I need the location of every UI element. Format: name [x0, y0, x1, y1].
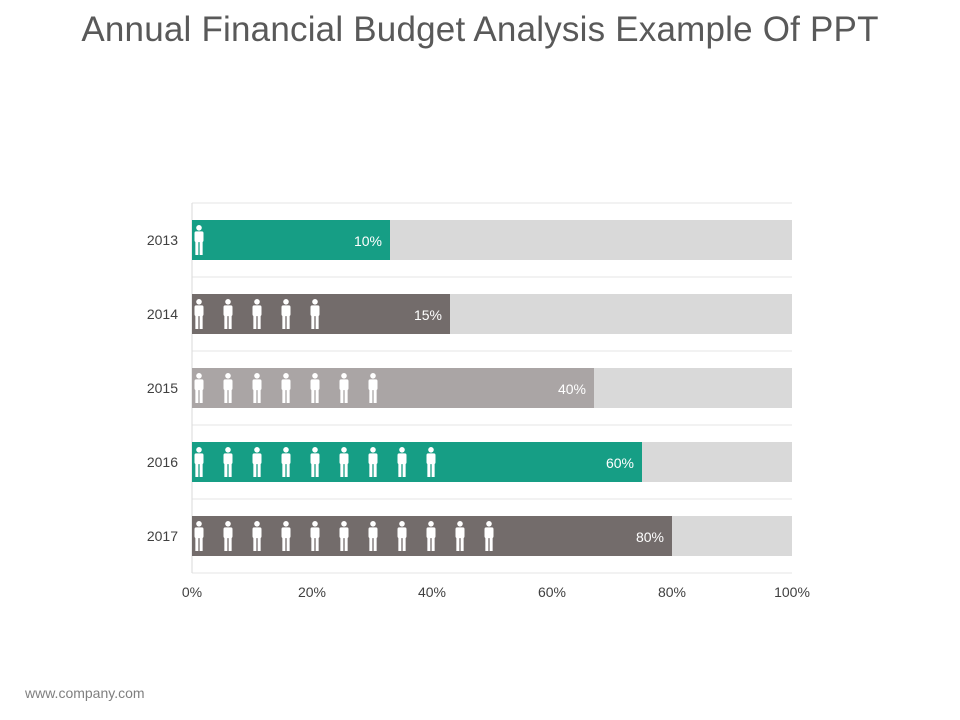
data-label: 80% — [636, 529, 664, 545]
y-tick-label: 2013 — [147, 232, 178, 248]
person-icon — [194, 373, 204, 403]
person-icon — [310, 447, 320, 477]
person-icon — [281, 447, 291, 477]
person-icon — [223, 299, 233, 329]
person-icon — [223, 373, 233, 403]
y-tick-label: 2014 — [147, 306, 178, 322]
person-icon — [426, 447, 436, 477]
data-label: 10% — [354, 233, 382, 249]
person-icon — [194, 521, 204, 551]
x-tick-label: 0% — [182, 584, 202, 600]
person-icon — [455, 521, 465, 551]
x-tick-label: 80% — [658, 584, 686, 600]
x-tick-label: 40% — [418, 584, 446, 600]
x-tick-label: 100% — [774, 584, 810, 600]
data-label: 60% — [606, 455, 634, 471]
data-label: 15% — [414, 307, 442, 323]
y-tick-label: 2016 — [147, 454, 178, 470]
y-tick-label: 2015 — [147, 380, 178, 396]
person-icon — [397, 447, 407, 477]
person-icon — [252, 447, 262, 477]
person-icon — [252, 373, 262, 403]
person-icon — [368, 373, 378, 403]
person-icon — [281, 299, 291, 329]
person-icon — [368, 521, 378, 551]
person-icon — [397, 521, 407, 551]
person-icon — [194, 447, 204, 477]
bar-2013 — [192, 220, 390, 260]
y-tick-label: 2017 — [147, 528, 178, 544]
person-icon — [426, 521, 436, 551]
person-icon — [339, 373, 349, 403]
person-icon — [194, 225, 204, 255]
person-icon — [194, 299, 204, 329]
person-icon — [339, 521, 349, 551]
person-icon — [281, 373, 291, 403]
person-icon — [310, 521, 320, 551]
person-icon — [252, 521, 262, 551]
person-icon — [310, 373, 320, 403]
x-tick-label: 60% — [538, 584, 566, 600]
x-tick-label: 20% — [298, 584, 326, 600]
data-label: 40% — [558, 381, 586, 397]
person-icon — [223, 447, 233, 477]
person-icon — [484, 521, 494, 551]
person-icon — [252, 299, 262, 329]
slide-title: Annual Financial Budget Analysis Example… — [81, 10, 879, 49]
person-icon — [310, 299, 320, 329]
footer-url: www.company.com — [25, 685, 145, 701]
person-icon — [281, 521, 291, 551]
bar-2015 — [192, 368, 594, 408]
person-icon — [339, 447, 349, 477]
bar-2014 — [192, 294, 450, 334]
person-icon — [368, 447, 378, 477]
bar-2016 — [192, 442, 642, 482]
person-icon — [223, 521, 233, 551]
